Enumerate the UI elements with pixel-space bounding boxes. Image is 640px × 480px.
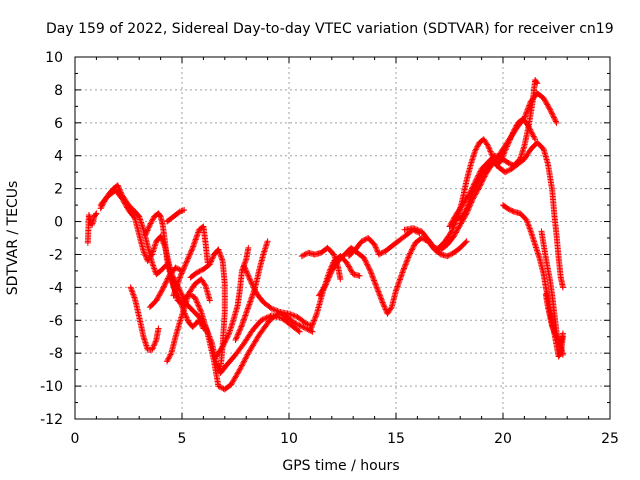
y-tick-label: -8: [49, 346, 63, 362]
series-arc-13: [241, 262, 314, 329]
x-tick-label: 0: [71, 431, 80, 447]
series-arc-10: [187, 246, 228, 373]
plot-frame: [74, 56, 611, 420]
chart-title: Day 159 of 2022, Sidereal Day-to-day VTE…: [46, 21, 614, 37]
plus-markers: [213, 244, 252, 360]
y-tick-label: -2: [49, 247, 63, 263]
plus-markers: [170, 223, 211, 299]
plus-markers: [164, 207, 188, 225]
series-arc-4: [127, 284, 162, 353]
series-arc-11: [213, 244, 252, 360]
y-tick-label: -6: [49, 313, 63, 329]
series-arc-8: [164, 276, 213, 365]
series-arc-9: [170, 223, 211, 299]
series-arc-21: [457, 139, 566, 291]
plus-markers: [345, 226, 423, 260]
x-tick-label: 10: [280, 431, 298, 447]
plus-markers: [241, 262, 314, 329]
series-arc-1: [84, 210, 100, 246]
y-tick-label: -4: [49, 280, 63, 296]
y-tick-label: -10: [40, 379, 63, 395]
y-tick-label: -12: [40, 412, 63, 428]
plus-markers: [146, 264, 185, 311]
series-arc-7: [146, 264, 185, 311]
x-tick-label: 20: [494, 431, 512, 447]
tick-labels: 0 5 10 15 20 25 -12 -10 -8 -6 -4 -2 0 2 4 6 8 10: [40, 50, 619, 447]
data-marks: [84, 77, 566, 393]
x-tick-label: 25: [601, 431, 619, 447]
plus-markers: [84, 210, 100, 246]
plus-markers: [542, 290, 566, 358]
series-arc-17: [345, 226, 423, 260]
y-tick-label: 6: [54, 116, 63, 132]
plus-markers: [164, 276, 213, 365]
x-tick-label: 15: [387, 431, 405, 447]
x-axis-label: GPS time / hours: [282, 458, 399, 474]
series-arc-6: [164, 207, 188, 225]
y-tick-label: 4: [54, 149, 63, 165]
y-tick-label: 10: [45, 50, 63, 66]
plus-markers: [187, 246, 228, 373]
y-axis-label: SDTVAR / TECUs: [5, 181, 21, 296]
x-tick-label: 5: [178, 431, 187, 447]
y-tick-label: 0: [54, 215, 63, 231]
series-arc-19: [435, 116, 539, 251]
series-arc-24: [542, 290, 566, 358]
plus-markers: [435, 116, 539, 251]
plus-markers: [457, 139, 566, 291]
plus-markers: [127, 284, 162, 353]
y-tick-label: 2: [54, 182, 63, 198]
y-tick-label: 8: [54, 83, 63, 99]
